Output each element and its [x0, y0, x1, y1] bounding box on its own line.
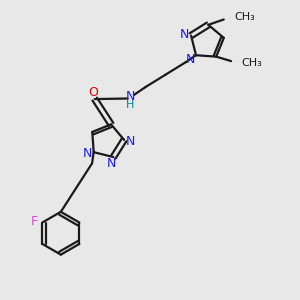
Text: H: H — [126, 100, 135, 110]
Text: N: N — [107, 157, 117, 170]
Text: N: N — [126, 90, 135, 103]
Text: N: N — [125, 135, 135, 148]
Text: N: N — [180, 28, 189, 40]
Text: CH₃: CH₃ — [234, 12, 255, 22]
Text: O: O — [88, 86, 98, 99]
Text: CH₃: CH₃ — [242, 58, 262, 68]
Text: N: N — [186, 53, 195, 66]
Text: N: N — [83, 147, 92, 160]
Text: F: F — [30, 214, 38, 227]
